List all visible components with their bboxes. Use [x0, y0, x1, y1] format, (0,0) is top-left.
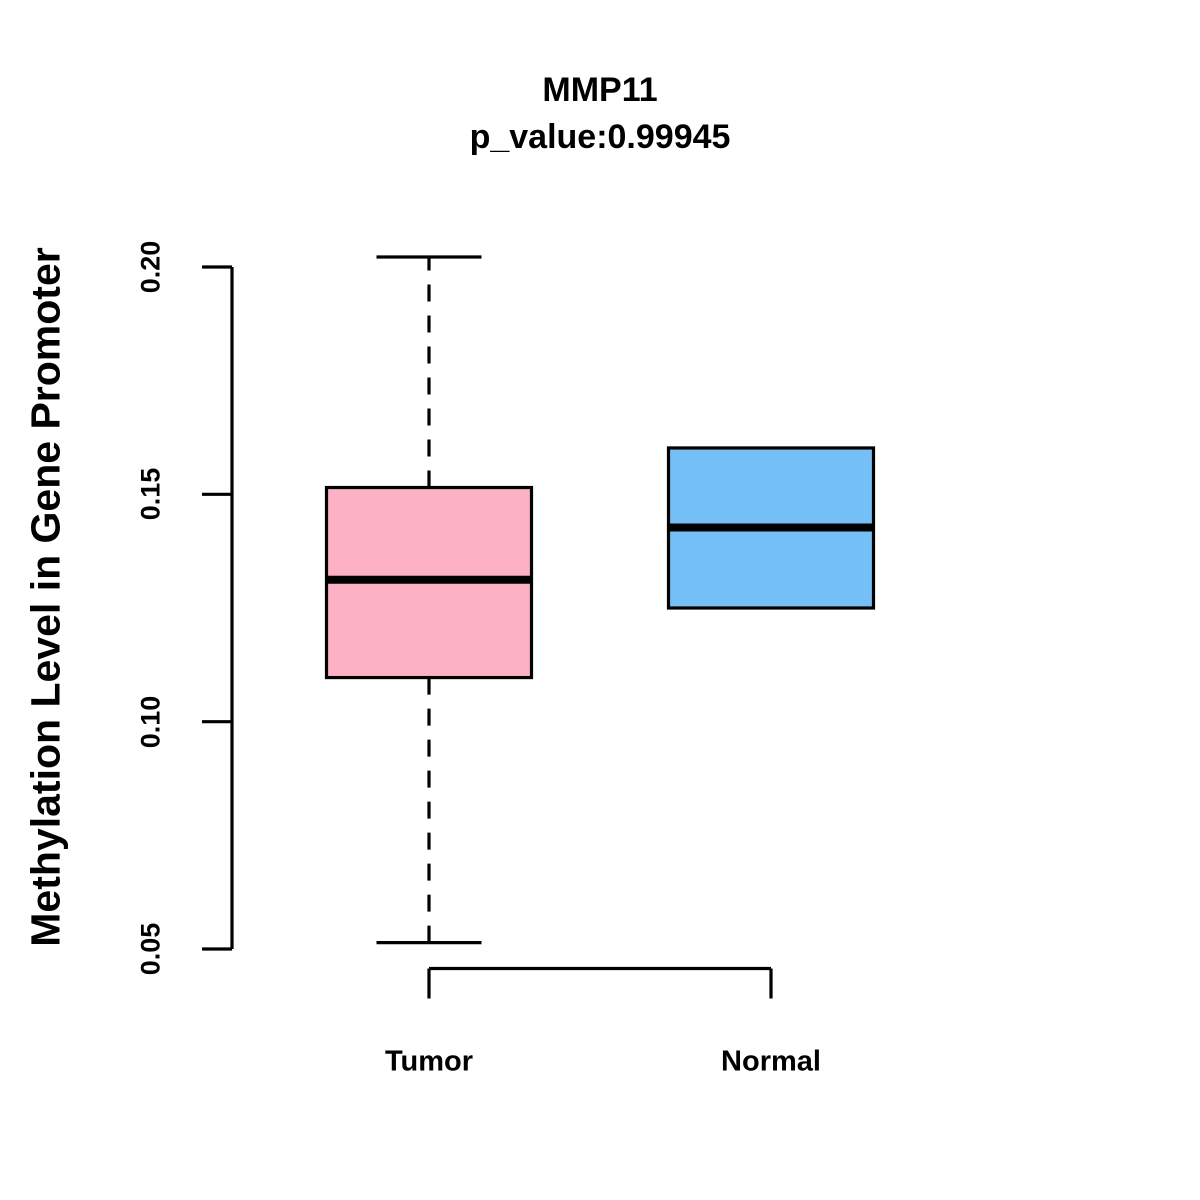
y-tick-label-0-15: 0.15 — [135, 468, 166, 521]
x-category-label-normal: Normal — [721, 1045, 821, 1078]
chart-title: MMP11 — [542, 71, 658, 109]
y-tick-label-0-05: 0.05 — [135, 922, 166, 976]
x-category-label-tumor: Tumor — [384, 1045, 474, 1078]
y-tick-label-0-20: 0.20 — [135, 240, 166, 294]
y-tick-label-0-10: 0.10 — [135, 695, 166, 748]
chart-subtitle: p_value:0.99945 — [469, 118, 731, 156]
y-axis-title: Methylation Level in Gene Promoter — [22, 247, 69, 947]
